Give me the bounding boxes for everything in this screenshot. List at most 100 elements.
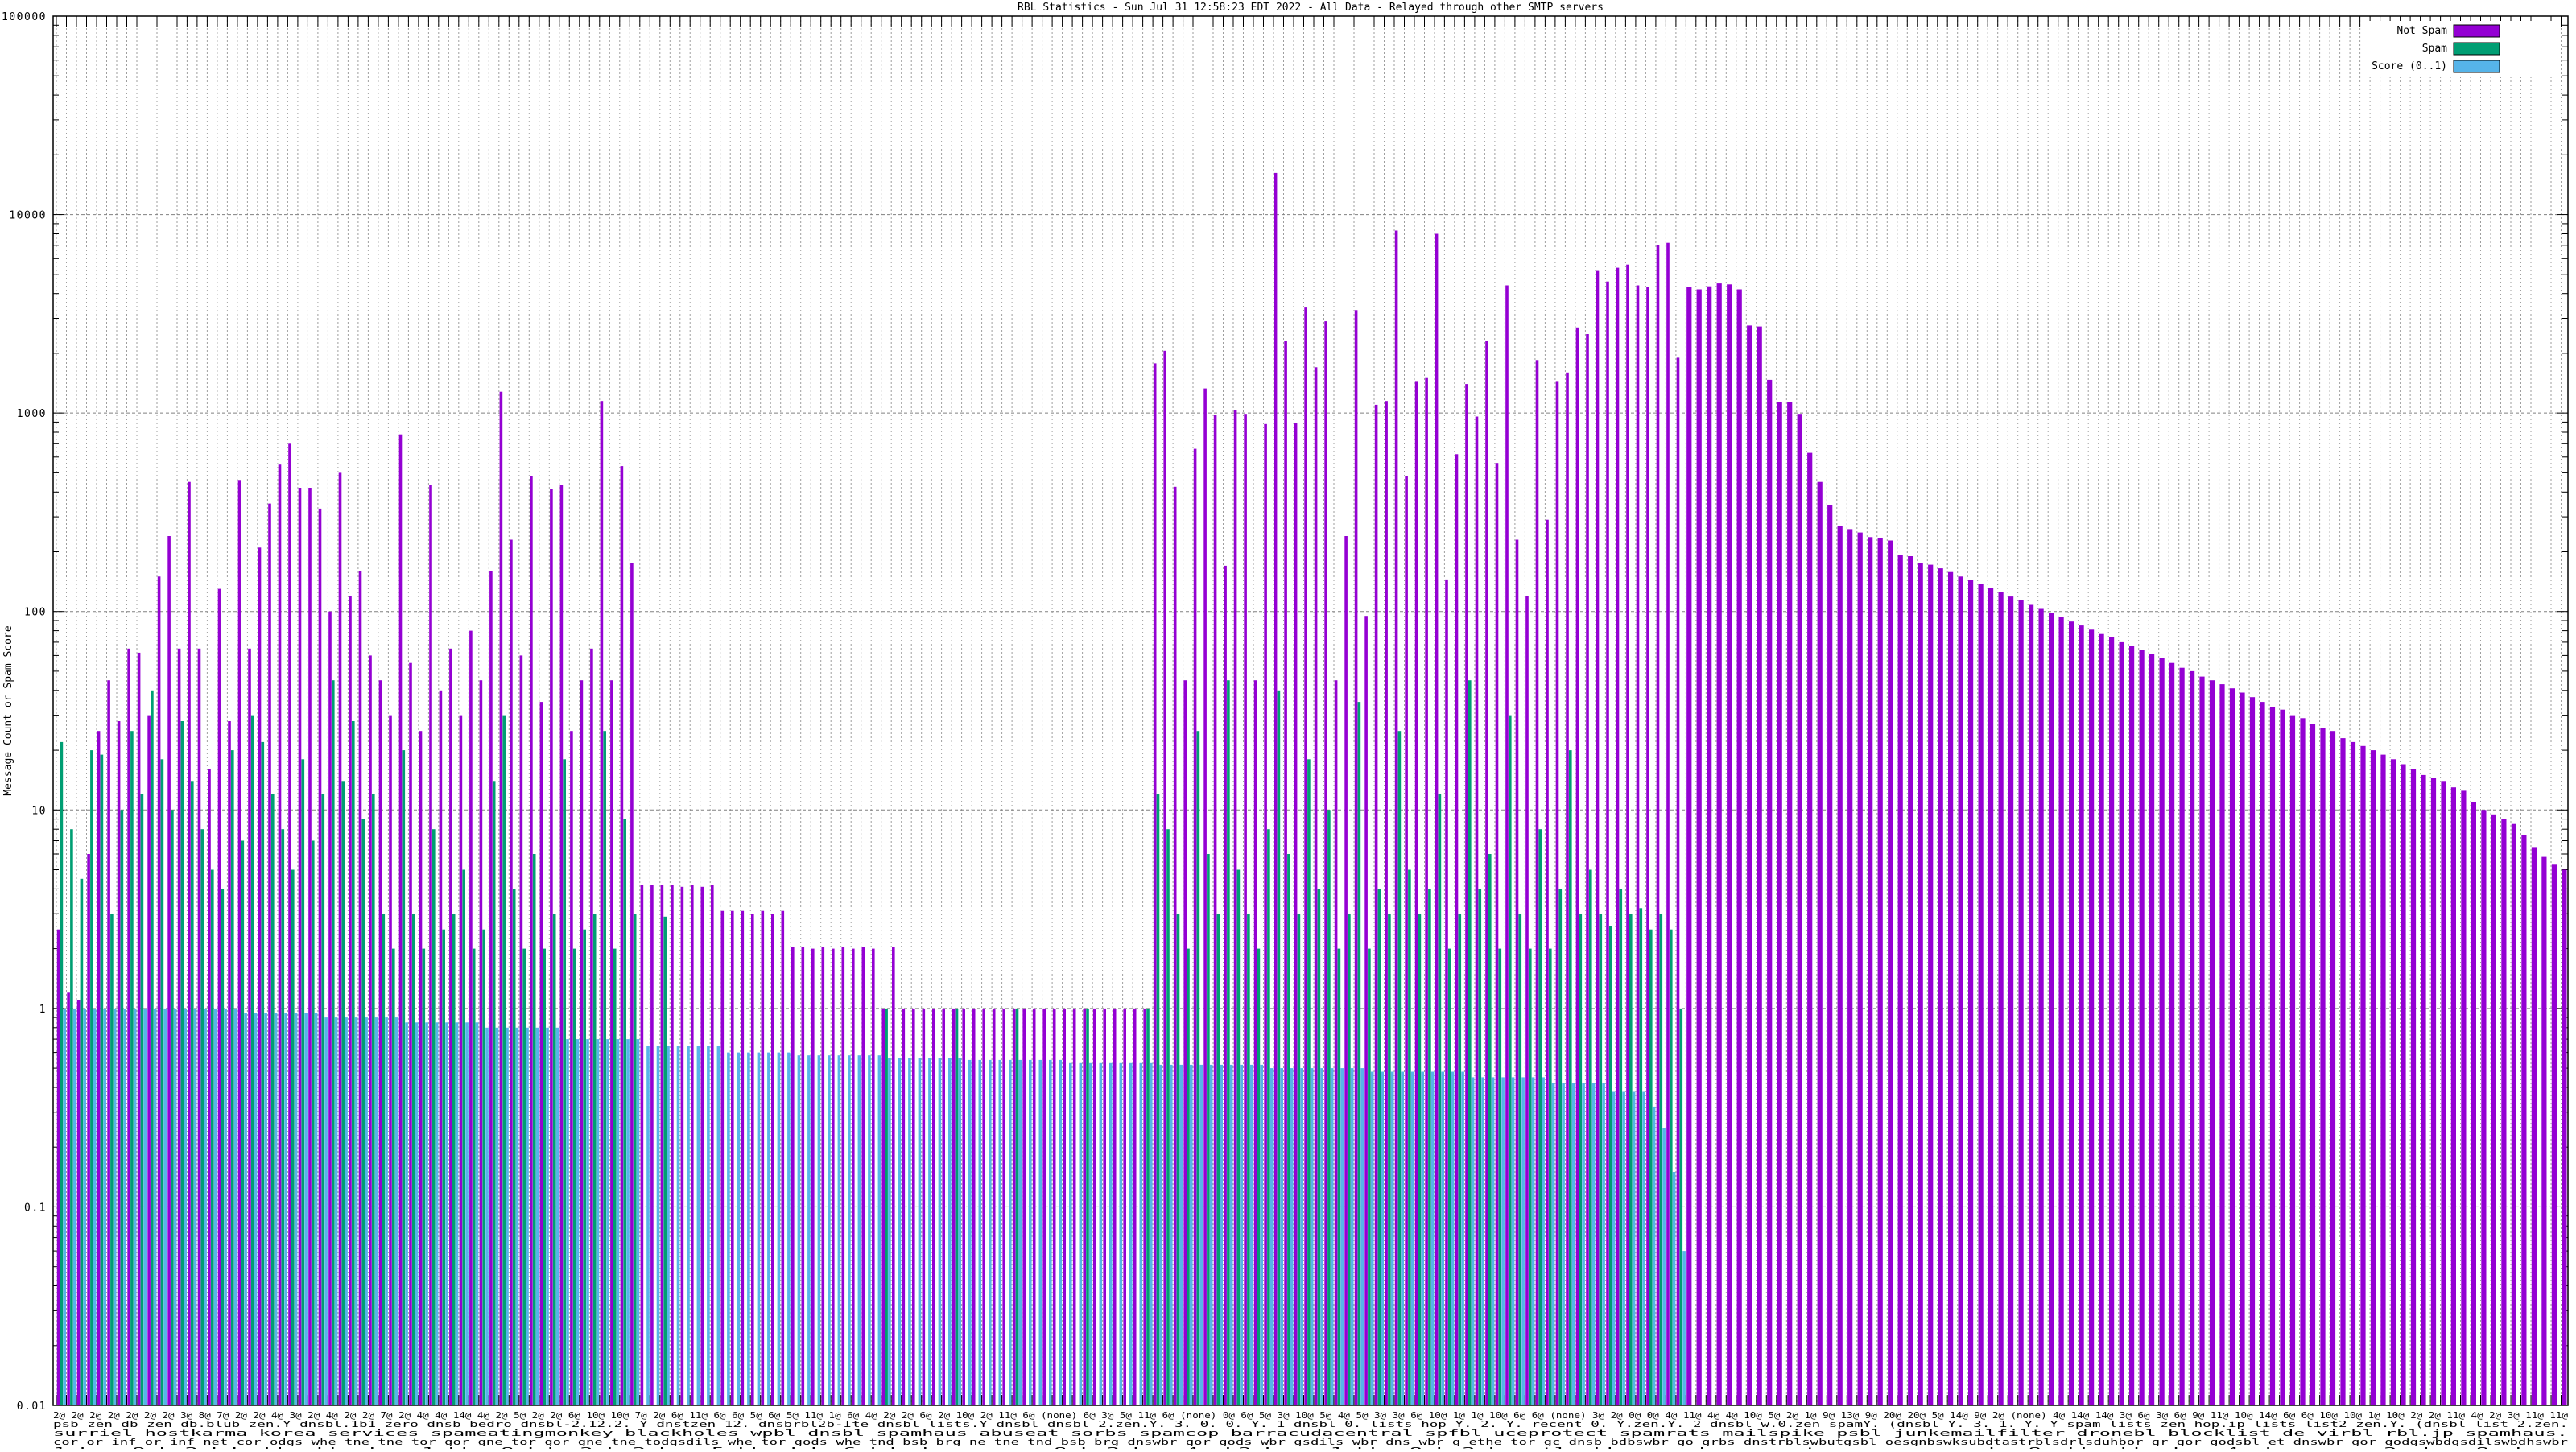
bar-not-spam: [1868, 537, 1873, 1405]
group-ticks: [56, 16, 2562, 1405]
bar-spam: [1639, 908, 1643, 1405]
bar-group: [248, 648, 258, 1405]
bar-score: [1290, 1068, 1294, 1405]
bar-score: [857, 1055, 861, 1405]
bar-score: [636, 1039, 640, 1405]
bar-not-spam: [2280, 709, 2285, 1405]
bar-spam: [271, 794, 275, 1405]
bar-group: [318, 508, 328, 1405]
bar-group: [1666, 242, 1676, 1406]
bar-not-spam: [469, 630, 473, 1405]
bar-spam: [1307, 759, 1311, 1405]
bar-not-spam: [2370, 750, 2376, 1405]
bar-spam: [613, 948, 617, 1405]
bar-not-spam: [1364, 616, 1368, 1405]
bar-group: [1495, 463, 1505, 1406]
bar-not-spam: [1747, 325, 1752, 1405]
bar-score: [828, 1055, 831, 1405]
bar-score: [415, 1022, 419, 1405]
bar-not-spam: [1777, 402, 1782, 1406]
bar-not-spam: [2310, 724, 2316, 1405]
legend-item: Not Spam: [2396, 24, 2500, 38]
bar-not-spam: [1385, 401, 1388, 1406]
bar-group: [1938, 568, 1943, 1405]
bar-spam: [1166, 829, 1170, 1405]
bar-not-spam: [1857, 532, 1863, 1405]
bar-group: [1364, 616, 1374, 1405]
bar-group: [539, 702, 549, 1405]
bar-group: [2109, 637, 2115, 1405]
bar-spam: [312, 840, 315, 1405]
bar-group: [1857, 532, 1863, 1405]
bar-spam: [1267, 829, 1270, 1405]
bar-score: [928, 1058, 931, 1405]
bar-not-spam: [2018, 600, 2024, 1405]
bar-group: [2260, 702, 2265, 1405]
bar-spam: [543, 948, 546, 1405]
x-axis-label-line: 2@ 2@ 2@ 2@ 2@ 2@ 2@ 3@ 8@ 7@ 2@ 2@ 4@ 3…: [53, 1410, 2568, 1421]
bar-not-spam: [1998, 592, 2004, 1405]
bar-not-spam: [811, 948, 815, 1405]
bar-spam: [1448, 948, 1451, 1405]
bar-not-spam: [2269, 707, 2276, 1405]
bar-spam: [1257, 948, 1261, 1405]
bar-score: [1350, 1068, 1354, 1405]
bar-not-spam: [841, 947, 845, 1405]
bar-group: [2179, 667, 2185, 1405]
bar-not-spam: [1555, 381, 1559, 1405]
bar-group: [1405, 476, 1414, 1406]
bar-not-spam: [932, 1008, 935, 1405]
bar-not-spam: [2008, 596, 2014, 1405]
bar-not-spam: [208, 769, 211, 1405]
bar-not-spam: [650, 885, 654, 1405]
bar-not-spam: [2330, 731, 2336, 1405]
bar-not-spam: [2079, 625, 2084, 1405]
bar-spam: [472, 948, 476, 1405]
bar-not-spam: [922, 1008, 926, 1405]
bar-group: [2049, 613, 2054, 1405]
y-axis-ticks: [53, 15, 2568, 1406]
bar-not-spam: [2441, 781, 2446, 1405]
bar-not-spam: [1837, 526, 1843, 1405]
bar-not-spam: [1656, 245, 1660, 1405]
bar-group: [720, 910, 730, 1405]
bar-not-spam: [107, 680, 110, 1405]
bar-group: [1344, 536, 1354, 1405]
bar-group: [167, 536, 177, 1405]
bar-score: [1119, 1062, 1123, 1405]
bar-score: [676, 1046, 680, 1405]
bar-score: [334, 1017, 338, 1405]
bar-group: [680, 886, 690, 1405]
bar-not-spam: [328, 611, 332, 1405]
bar-group: [2190, 670, 2195, 1405]
bar-not-spam: [2461, 790, 2467, 1405]
bar-score: [848, 1055, 851, 1405]
bar-group: [208, 769, 217, 1405]
bar-not-spam: [2421, 774, 2426, 1405]
bar-group: [349, 596, 358, 1405]
bar-groups: [56, 172, 2567, 1406]
bar-spam: [1549, 948, 1552, 1405]
bar-score: [1260, 1064, 1263, 1405]
bar-score: [1370, 1071, 1374, 1405]
bar-spam: [422, 948, 426, 1405]
bar-not-spam: [700, 886, 704, 1405]
bar-not-spam: [369, 655, 372, 1405]
bar-score: [978, 1059, 982, 1405]
bar-spam: [572, 948, 576, 1405]
y-tick-label: 10: [31, 805, 47, 817]
bar-group: [1203, 388, 1213, 1406]
bar-score: [1381, 1071, 1384, 1405]
bar-not-spam: [821, 947, 825, 1405]
bar-not-spam: [2531, 847, 2537, 1405]
bar-not-spam: [2219, 684, 2225, 1405]
bar-score: [998, 1059, 1002, 1405]
bar-group: [912, 1008, 922, 1405]
bar-score: [989, 1059, 992, 1405]
bar-score: [1622, 1091, 1625, 1405]
bar-group: [1646, 287, 1656, 1405]
bar-group: [1374, 404, 1384, 1405]
bar-score: [184, 1008, 187, 1405]
bar-group: [1716, 283, 1722, 1406]
bar-spam: [301, 759, 305, 1405]
